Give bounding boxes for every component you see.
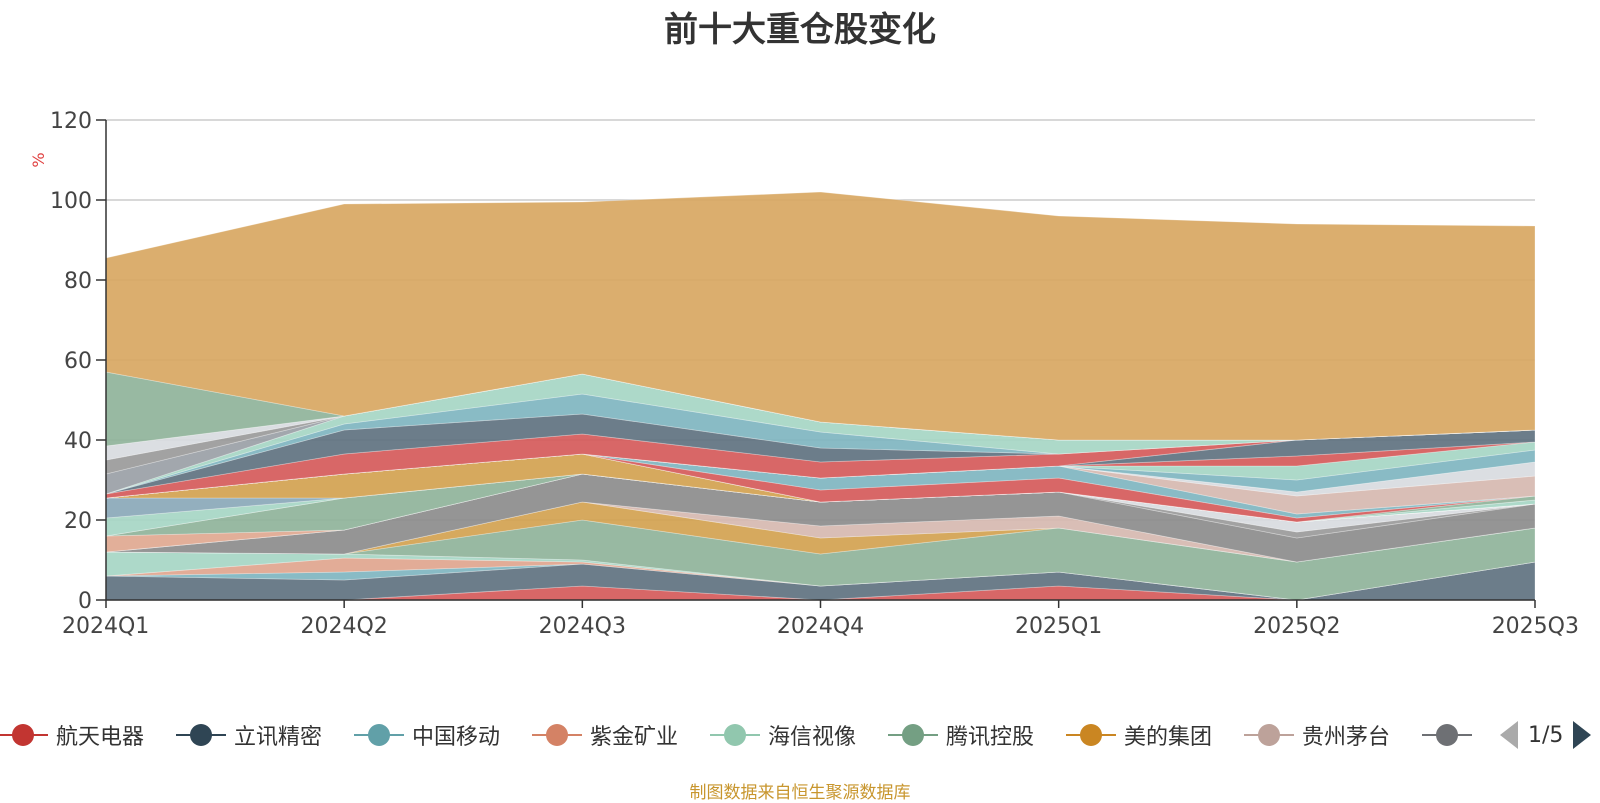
legend-label: 立讯精密 [234,725,323,750]
legend: 航天电器 立讯精密 中国移动 紫金矿业 海信视像 腾讯控股 美的集团 贵州茅台 五 1/5 [0,715,1600,755]
area-series [105,191,1536,601]
legend-marker-icon [176,715,226,755]
legend-page-indicator: 1/5 [1528,722,1564,748]
legend-marker-dot [546,724,568,746]
legend-item[interactable]: 立讯精密 [176,715,322,755]
area-series-北方华创[interactable] [105,429,1536,499]
legend-item[interactable]: 航天电器 [0,715,144,755]
legend-label: 腾讯控股 [946,725,1035,750]
legend-item[interactable]: 五 [1422,715,1480,755]
legend-marker-dot [368,724,390,746]
legend-label: 中国移动 [412,725,501,750]
legend-marker-dot [190,724,212,746]
y-tick-label: 20 [64,509,92,534]
x-tick-label: 2024Q2 [301,614,388,639]
area-series-万华化学[interactable] [105,453,1536,523]
legend-label: 紫金矿业 [590,725,679,750]
legend-marker-dot [1436,724,1458,746]
x-tick-label: 2024Q4 [777,614,864,639]
area-series-腾讯控股[interactable] [105,519,1536,601]
area-series-东方财富[interactable] [105,449,1536,499]
legend-marker-icon [532,715,582,755]
legend-marker-icon [1422,715,1472,755]
legend-item[interactable]: 贵州茅台 [1244,715,1390,755]
area-series-伊利股份[interactable] [105,453,1536,499]
y-tick-label: 40 [64,429,92,454]
area-series-洋河股份[interactable] [105,453,1536,523]
legend-item[interactable]: 中国移动 [354,715,500,755]
y-tick-label: 100 [50,189,92,214]
x-tick-label: 2024Q1 [62,614,149,639]
area-series-五粮液[interactable] [105,473,1536,563]
legend-marker-icon [354,715,404,755]
chart-plot: 0 20 40 60 80 100 120 2024Q1 2024Q2 2024Q3 2024Q4 2… [29,109,1579,639]
y-tick-label: 60 [64,349,92,374]
legend-marker-icon [888,715,938,755]
legend-item[interactable]: 紫金矿业 [532,715,678,755]
legend-marker-icon [1244,715,1294,755]
area-series-药明康德[interactable] [105,441,1536,499]
x-tick-label: 2024Q3 [539,614,626,639]
legend-label: 贵州茅台 [1302,725,1391,750]
legend-marker-icon [1066,715,1116,755]
y-tick-label: 0 [78,589,92,614]
chart-title: 前十大重仓股变化 [664,10,936,50]
axes: 0 20 40 60 80 100 120 2024Q1 2024Q2 2024Q3 2024Q4 2… [50,109,1579,639]
legend-label: 海信视像 [768,725,857,750]
legend-marker-dot [1258,724,1280,746]
y-axis-unit-label: % [29,152,48,167]
legend-next-page-icon[interactable] [1573,721,1592,749]
y-tick-label: 120 [50,109,92,134]
area-series-泸州老窖[interactable] [105,453,1536,515]
legend-marker-dot [1080,724,1102,746]
legend-marker-dot [902,724,924,746]
legend-pager: 1/5 [1500,715,1592,755]
legend-item[interactable]: 海信视像 [710,715,856,755]
legend-marker-dot [724,724,746,746]
legend-prev-page-icon[interactable] [1500,721,1518,749]
x-tick-label: 2025Q3 [1492,614,1579,639]
legend-marker-icon [0,715,48,755]
legend-label: 航天电器 [56,725,145,750]
area-series-其他[interactable] [105,191,1536,441]
legend-items: 航天电器 立讯精密 中国移动 紫金矿业 海信视像 腾讯控股 美的集团 贵州茅台 五 [0,715,1480,755]
legend-marker-icon [710,715,760,755]
y-tick-label: 80 [64,269,92,294]
x-tick-label: 2025Q2 [1253,614,1340,639]
legend-item[interactable]: 美的集团 [1066,715,1212,755]
x-tick-label: 2025Q1 [1015,614,1102,639]
source-note: 制图数据来自恒生聚源数据库 [689,783,911,803]
legend-label: 美的集团 [1124,725,1213,750]
legend-marker-dot [12,724,34,746]
legend-item[interactable]: 腾讯控股 [888,715,1034,755]
